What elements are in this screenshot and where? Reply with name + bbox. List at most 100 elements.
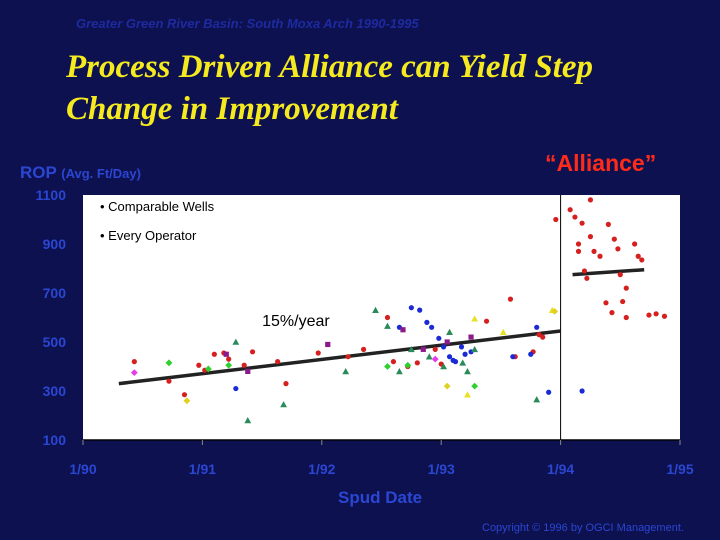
- data-point: [661, 313, 668, 319]
- x-axis-label: Spud Date: [338, 488, 423, 507]
- data-point: [471, 345, 479, 353]
- data-point: [420, 346, 426, 352]
- data-point: [443, 382, 451, 390]
- data-point: [551, 307, 559, 315]
- data-point: [483, 318, 490, 324]
- data-point: [204, 365, 212, 373]
- chart-subtitle: Greater Green River Basin: South Moxa Ar…: [76, 16, 419, 31]
- data-point: [623, 285, 629, 291]
- data-point: [225, 361, 233, 369]
- data-point: [130, 369, 138, 377]
- y-axis-label-unit: (Avg. Ft/Day): [61, 166, 141, 181]
- data-point: [540, 334, 546, 340]
- data-point: [639, 257, 645, 263]
- data-point: [575, 241, 582, 247]
- axes: [82, 195, 681, 445]
- data-point: [384, 363, 391, 370]
- data-point: [432, 346, 438, 352]
- data-point: [587, 197, 594, 203]
- data-point: [440, 344, 447, 350]
- data-point: [452, 359, 459, 365]
- data-point: [499, 328, 507, 335]
- copyright-text: Copyright © 1996 by OGCI Management.: [482, 522, 684, 534]
- data-point: [446, 354, 453, 360]
- data-point: [166, 378, 172, 384]
- data-point: [241, 362, 247, 368]
- data-point: [528, 351, 534, 357]
- data-point: [390, 359, 397, 365]
- data-point: [462, 351, 468, 357]
- data-point: [587, 234, 594, 240]
- data-point: [275, 359, 281, 365]
- chart-title: Process Driven Alliance can Yield Step C…: [66, 49, 594, 127]
- x-tick-label: 1/92: [308, 461, 335, 477]
- y-tick-label: 700: [43, 285, 67, 301]
- data-point: [436, 335, 442, 341]
- data-point: [567, 207, 573, 213]
- data-point: [223, 351, 229, 357]
- data-point: [404, 361, 412, 369]
- tick-labels: 1/90 1/91 1/92 1/93 1/94 1/95 100 300 500 700 900 1…: [36, 187, 694, 477]
- data-point: [211, 351, 217, 357]
- data-point: [183, 397, 191, 405]
- data-point: [609, 310, 615, 316]
- data-point: [226, 356, 232, 362]
- data-point: [471, 382, 479, 390]
- data-point: [372, 306, 379, 313]
- data-point: [280, 401, 287, 408]
- data-point: [507, 296, 514, 302]
- data-point: [615, 246, 621, 252]
- data-point: [458, 344, 465, 350]
- trend-lines: [118, 267, 645, 386]
- data-point: [603, 300, 609, 306]
- data-point: [459, 359, 467, 366]
- data-point: [464, 368, 471, 375]
- data-point: [623, 314, 629, 321]
- data-point: [584, 275, 590, 281]
- y-axis-label-main: ROP: [20, 163, 57, 182]
- data-point: [440, 363, 447, 370]
- data-point: [315, 350, 321, 356]
- data-point: [417, 307, 423, 313]
- data-point: [581, 268, 588, 274]
- data-point: [425, 353, 433, 360]
- x-tick-label: 1/93: [428, 461, 455, 477]
- data-point: [249, 349, 256, 355]
- data-point: [579, 388, 585, 394]
- data-point: [575, 248, 582, 254]
- data-points: [130, 197, 668, 424]
- data-point: [431, 355, 439, 363]
- data-point: [384, 314, 391, 321]
- alliance-label: “Alliance”: [545, 150, 657, 176]
- data-point: [424, 319, 430, 325]
- data-point: [283, 381, 289, 387]
- data-point: [510, 354, 516, 360]
- data-point: [444, 339, 450, 345]
- data-point: [400, 327, 406, 333]
- data-point: [165, 359, 173, 367]
- y-axis-label: ROP (Avg. Ft/Day): [20, 163, 141, 183]
- data-point: [620, 298, 626, 305]
- data-point: [471, 315, 479, 322]
- plot-area: [83, 195, 680, 440]
- data-point: [597, 253, 603, 259]
- y-tick-label: 500: [43, 334, 67, 350]
- data-point: [579, 220, 585, 226]
- data-point: [245, 368, 251, 374]
- data-point: [384, 322, 391, 329]
- data-point: [468, 334, 474, 340]
- data-point: [196, 362, 202, 368]
- data-point: [408, 305, 414, 311]
- annotation-15-percent-per-year: 15%/year: [262, 313, 330, 330]
- data-point: [617, 272, 623, 278]
- data-point: [342, 368, 350, 375]
- data-point: [553, 216, 559, 223]
- data-point: [345, 354, 351, 360]
- x-tick-label: 1/91: [189, 461, 216, 477]
- data-point: [325, 341, 331, 348]
- y-tick-label: 100: [43, 432, 67, 448]
- data-point: [591, 248, 597, 254]
- data-point: [611, 236, 617, 242]
- data-point: [232, 338, 240, 345]
